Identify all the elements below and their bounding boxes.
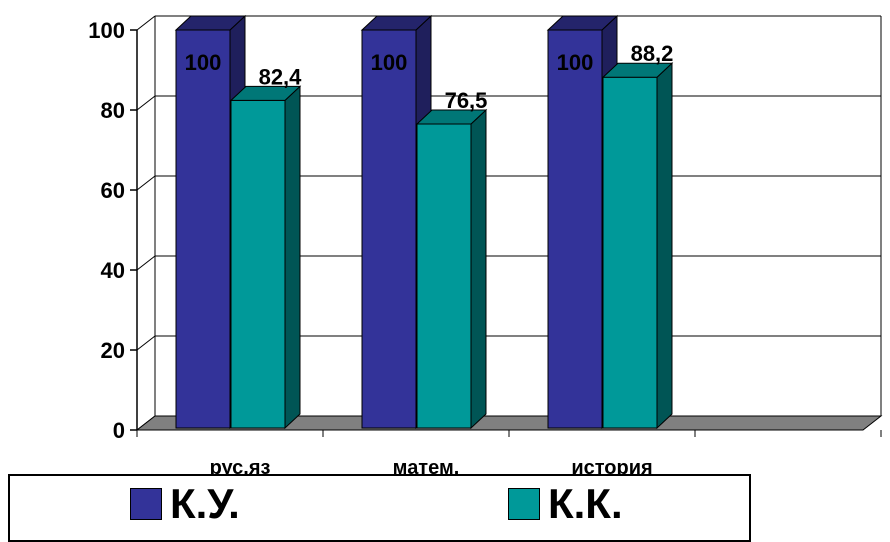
y-tick-labels: 0 20 40 60 80 100 xyxy=(88,18,125,443)
data-label: 100 xyxy=(371,50,408,75)
floor xyxy=(135,415,883,431)
gridline-side xyxy=(136,335,156,351)
bar xyxy=(547,29,603,429)
bar-side xyxy=(470,108,487,430)
gridline-side xyxy=(136,175,156,191)
gridline-side xyxy=(136,255,156,271)
bar xyxy=(416,123,472,429)
bar-top xyxy=(360,15,433,31)
data-label: 82,4 xyxy=(259,64,303,89)
bar-side xyxy=(656,62,673,430)
legend-item-kk: К.К. xyxy=(508,480,623,528)
bar xyxy=(175,29,231,429)
legend-label-ku: К.У. xyxy=(170,480,240,527)
y-tick-label: 100 xyxy=(88,18,125,43)
legend-label-kk: К.К. xyxy=(548,480,623,527)
y-tick-label: 40 xyxy=(101,258,125,283)
bar xyxy=(361,29,417,429)
bars xyxy=(174,14,674,430)
bar xyxy=(602,76,658,429)
axes xyxy=(130,16,883,437)
bar-top xyxy=(174,15,247,31)
x-category-labels: рус.яз матем. история xyxy=(210,457,653,479)
x-category-label: матем. xyxy=(393,457,460,479)
data-label: 76,5 xyxy=(445,88,488,113)
y-tick-label: 60 xyxy=(101,178,125,203)
bar-top xyxy=(415,109,488,125)
bar-top xyxy=(229,85,302,101)
legend-swatch-kk xyxy=(508,488,540,520)
bar-top xyxy=(601,62,674,78)
data-label: 100 xyxy=(185,50,222,75)
bar-side xyxy=(284,85,301,430)
data-label: 100 xyxy=(557,50,594,75)
y-tick-label: 20 xyxy=(101,338,125,363)
legend-swatch-ku xyxy=(130,488,162,520)
y-tick-label: 80 xyxy=(101,98,125,123)
y-tick-label: 0 xyxy=(113,418,125,443)
bar-chart: 0 20 40 60 80 100 рус.яз матем. история 100 82,4… xyxy=(88,14,883,479)
data-labels: 100 82,4 100 76,5 100 88,2 xyxy=(185,41,674,113)
bar-top xyxy=(546,15,619,31)
data-label: 88,2 xyxy=(631,41,674,66)
gridline-side xyxy=(136,95,156,111)
bar xyxy=(230,99,286,429)
legend-item-ku: К.У. xyxy=(130,480,240,528)
x-category-label: рус.яз xyxy=(210,457,271,479)
legend: К.У. К.К. xyxy=(8,474,751,542)
x-category-label: история xyxy=(571,457,652,479)
gridline-side xyxy=(136,15,156,31)
